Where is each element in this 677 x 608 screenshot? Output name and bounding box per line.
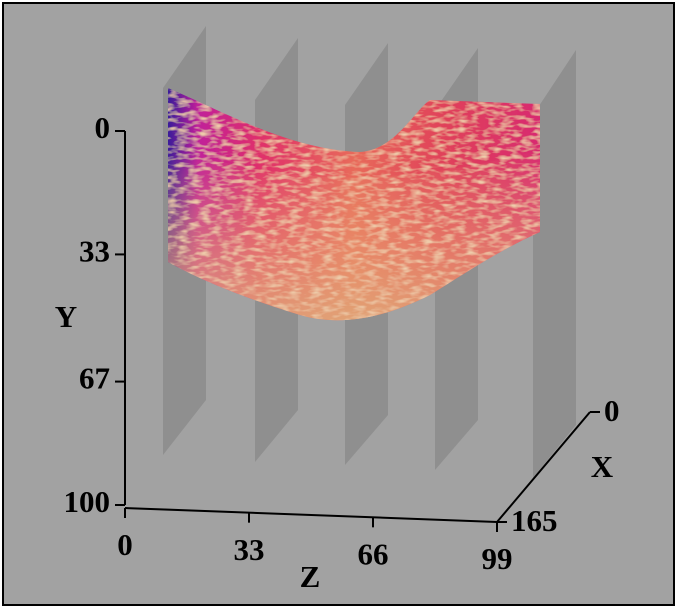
x-tick-label: 165 [511, 503, 558, 538]
x-axis-title: X [591, 449, 614, 484]
volume-shade [168, 150, 540, 321]
z-axis-title: Z [300, 559, 321, 594]
z-axis-line [124, 507, 498, 523]
y-tick-label: 33 [79, 234, 110, 269]
y-tick-label: 100 [64, 484, 111, 519]
y-axis-title: Y [55, 299, 77, 334]
z-tick-label: 66 [358, 536, 389, 571]
y-tick-label: 0 [95, 110, 111, 145]
z-tick-label: 0 [117, 527, 133, 562]
x-tick-label: 0 [604, 393, 620, 428]
z-tick-label: 33 [234, 532, 265, 567]
x-axis-line [496, 411, 591, 523]
z-tick-label: 99 [482, 541, 513, 576]
y-tick-label: 67 [79, 361, 110, 396]
volume-render [168, 88, 540, 321]
slab [533, 50, 576, 478]
axes: 0 33 67 100 Y 0 33 66 99 Z 0 165 X [55, 110, 620, 594]
